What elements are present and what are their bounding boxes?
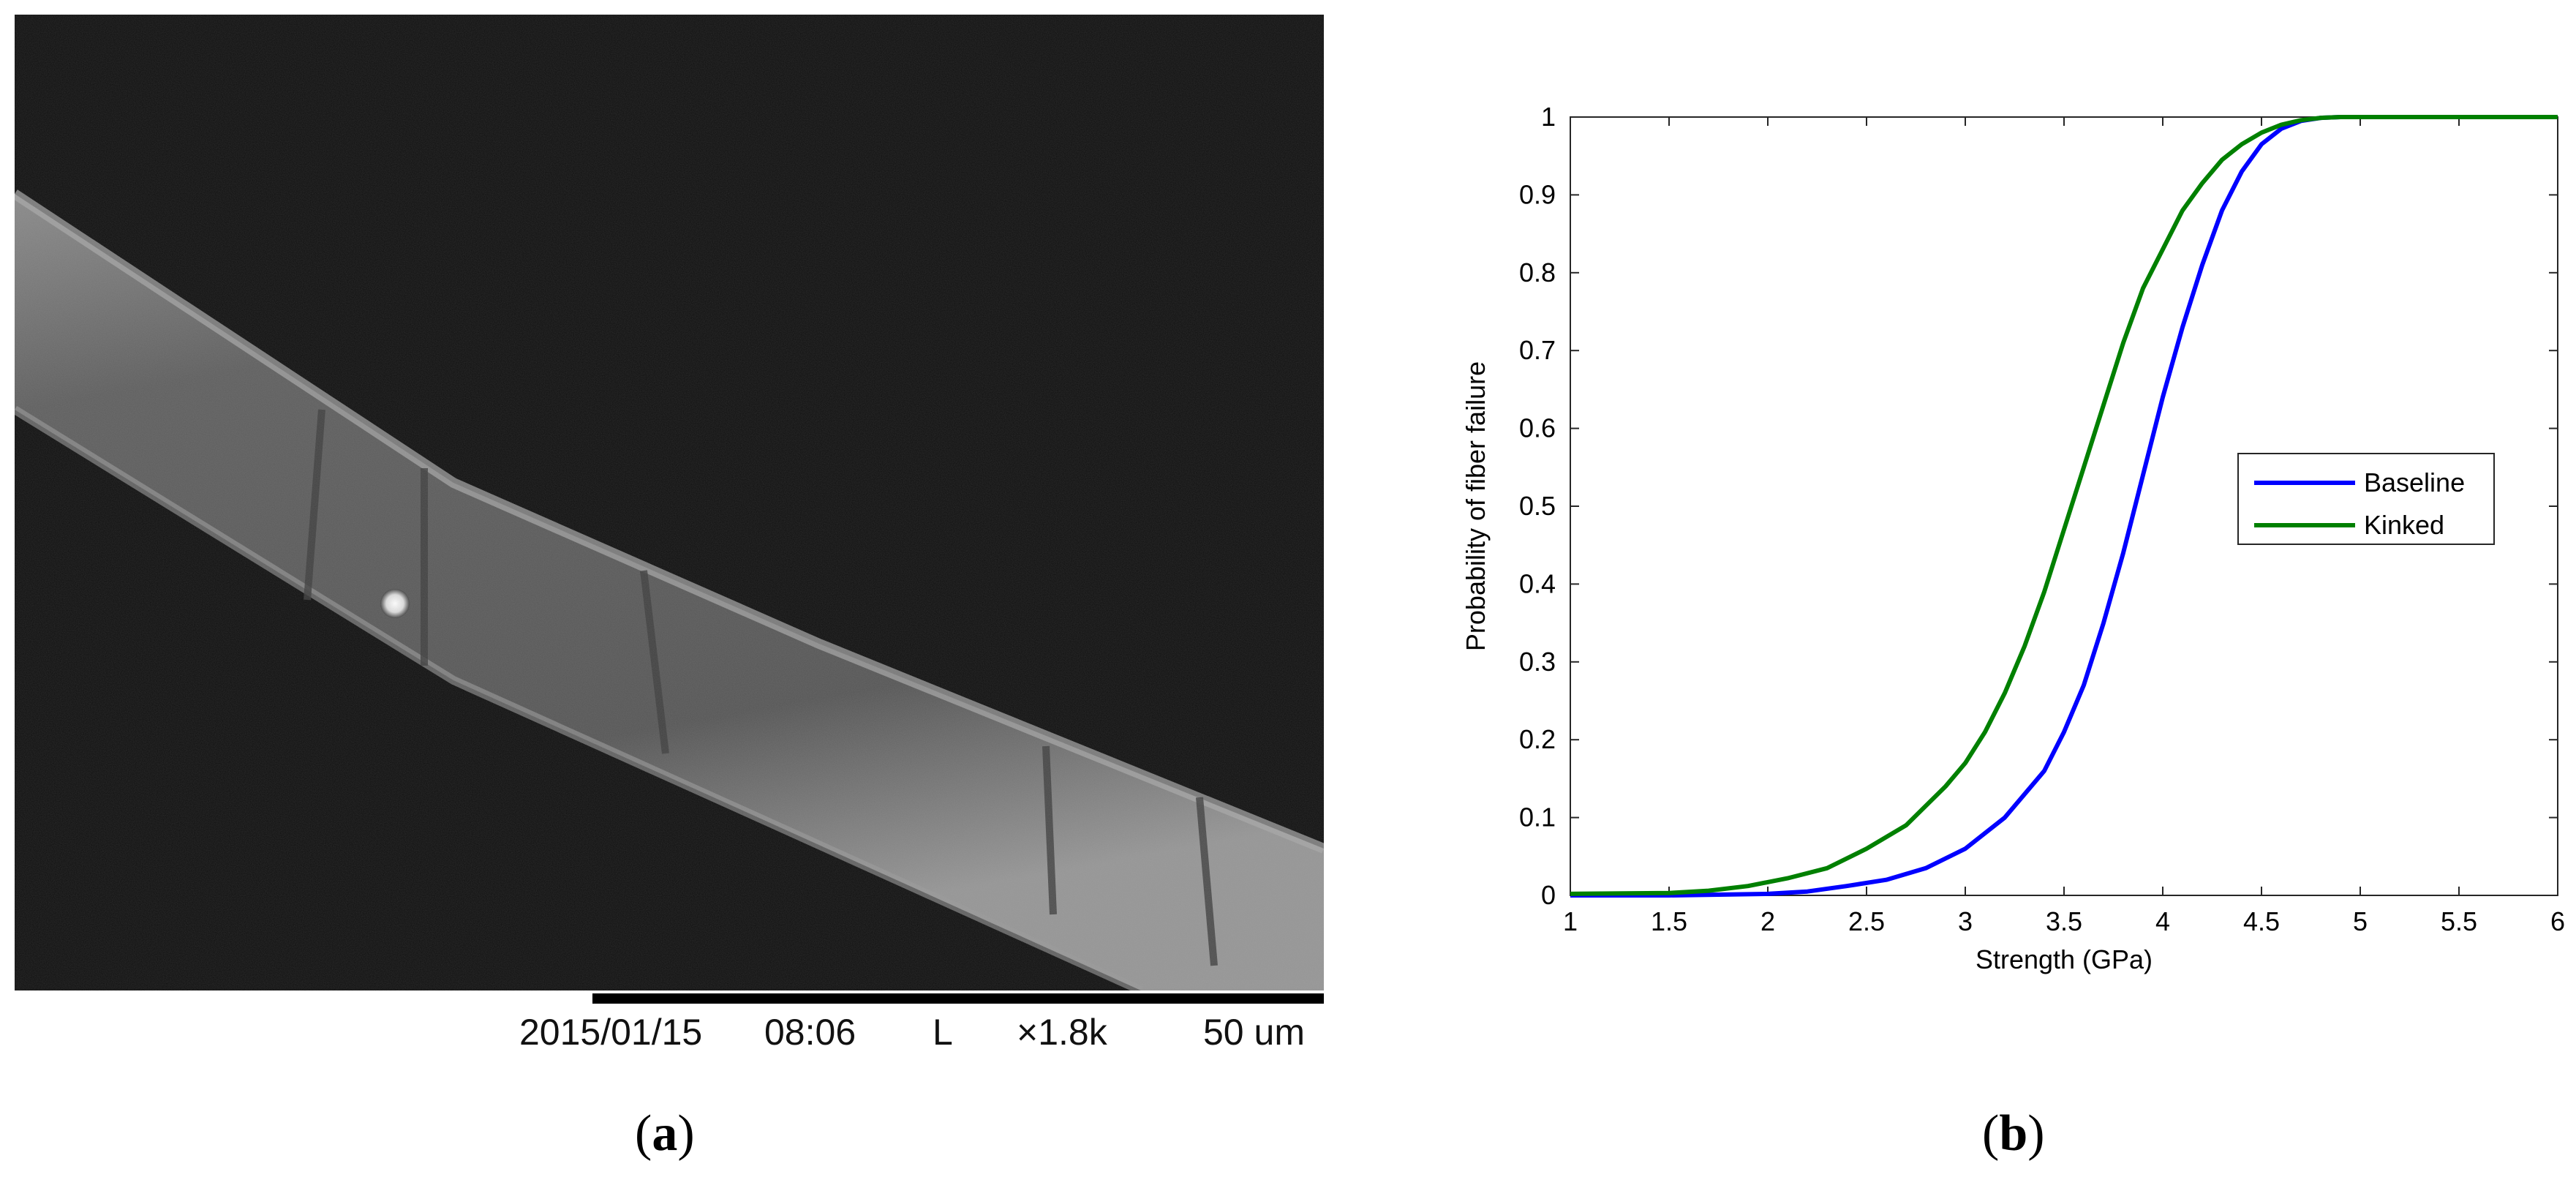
- y-tick-label: 0.3: [1519, 647, 1556, 677]
- sem-info-bar: 2015/01/15 08:06 L ×1.8k 50 um: [505, 990, 1324, 1053]
- panel-label-a-letter: a: [652, 1105, 678, 1162]
- x-tick-label: 5: [2353, 906, 2368, 936]
- legend-box: [2237, 453, 2495, 545]
- y-tick-label: 0.5: [1519, 491, 1556, 521]
- x-tick-label: 4: [2155, 906, 2170, 936]
- y-tick-label: 0.1: [1519, 802, 1556, 832]
- x-tick-label: 3.5: [2046, 906, 2082, 936]
- x-tick-label: 2.5: [1848, 906, 1885, 936]
- y-tick-label: 0.9: [1519, 179, 1556, 209]
- sem-mode: L: [933, 1012, 953, 1053]
- panel-label-b-letter: b: [1999, 1105, 2028, 1162]
- failure-probability-chart: 1 1.5 2 2.5 3 3.5 4 4.5 5 5.5 6 0 0.1 0.2 0.3 0.4 0.5 0.6…: [1461, 102, 2565, 974]
- y-tick-label: 1: [1541, 102, 1556, 132]
- y-tick-label: 0.7: [1519, 335, 1556, 365]
- x-tick-label: 1: [1563, 906, 1578, 936]
- x-tick-label: 4.5: [2243, 906, 2280, 936]
- scale-bar: [592, 993, 1324, 1004]
- y-tick-label: 0: [1541, 880, 1556, 910]
- x-axis-label: Strength (GPa): [1976, 944, 2153, 974]
- y-tick-label: 0.8: [1519, 257, 1556, 287]
- legend-label-kinked: Kinked: [2364, 510, 2444, 540]
- sem-micrograph: [15, 15, 1324, 990]
- sem-time: 08:06: [764, 1012, 856, 1053]
- sem-date: 2015/01/15: [519, 1012, 703, 1053]
- y-axis-label: Probability of fiber failure: [1461, 361, 1491, 651]
- legend-label-baseline: Baseline: [2364, 467, 2465, 497]
- x-tick-label: 2: [1760, 906, 1775, 936]
- y-tick-label: 0.2: [1519, 724, 1556, 754]
- series-line-kinked: [1570, 115, 2558, 896]
- series-layer: [1570, 115, 2558, 898]
- panel-label-a: (a): [635, 1105, 695, 1162]
- panel-label-b: (b): [1982, 1105, 2045, 1162]
- x-tick-label: 3: [1958, 906, 1973, 936]
- y-tick-label: 0.4: [1519, 568, 1556, 598]
- legend: Baseline Kinked: [2237, 453, 2495, 545]
- x-tick-label: 5.5: [2441, 906, 2477, 936]
- x-tick-label: 1.5: [1651, 906, 1687, 936]
- sem-panel: 2015/01/15 08:06 L ×1.8k 50 um: [0, 0, 1353, 1097]
- y-tick-label: 0.6: [1519, 413, 1556, 443]
- sem-magnification: ×1.8k: [1017, 1012, 1107, 1053]
- sem-scale-label: 50 um: [1203, 1012, 1305, 1053]
- x-tick-label: 6: [2550, 906, 2565, 936]
